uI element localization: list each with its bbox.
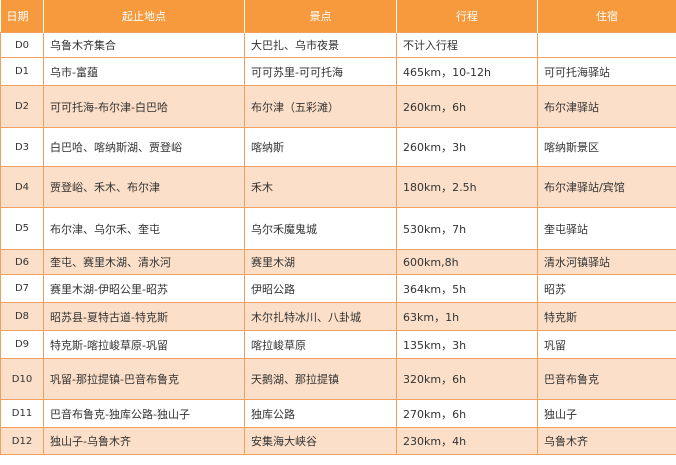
cell-distance: 不计入行程 — [396, 32, 538, 58]
cell-day: D11 — [0, 399, 44, 428]
cell-route: 独山子-乌鲁木齐 — [43, 427, 245, 455]
cell-stay: 巴音布鲁克 — [537, 358, 676, 400]
itinerary-table: 日期 起止地点 景点 行程 住宿 D0 乌鲁木齐集合 大巴扎、乌市夜景 不计入行… — [0, 0, 676, 455]
cell-stay: 奎屯驿站 — [537, 207, 676, 250]
cell-route: 赛里木湖-伊昭公里-昭苏 — [43, 274, 245, 303]
table-row: D4 贾登峪、禾木、布尔津 禾木 180km，2.5h 布尔津驿站/宾馆 — [0, 166, 676, 208]
table-row: D11 巴音布鲁克-独库公路-独山子 独库公路 270km，6h 独山子 — [0, 399, 676, 428]
cell-distance: 260km，6h — [396, 85, 538, 128]
cell-route: 可可托海-布尔津-白巴哈 — [43, 85, 245, 128]
table-row: D8 昭苏县-夏特古道-特克斯 木尔扎特冰川、八卦城 63km，1h 特克斯 — [0, 302, 676, 331]
cell-day: D2 — [0, 85, 44, 128]
cell-stay: 独山子 — [537, 399, 676, 428]
cell-route: 乌鲁木齐集合 — [43, 32, 245, 58]
cell-day: D1 — [0, 57, 44, 86]
cell-day: D8 — [0, 302, 44, 331]
table-row: D5 布尔津、乌尔禾、奎屯 乌尔禾魔鬼城 530km，7h 奎屯驿站 — [0, 207, 676, 250]
header-row: 日期 起止地点 景点 行程 住宿 — [0, 0, 676, 33]
cell-day: D3 — [0, 127, 44, 167]
cell-distance: 530km，7h — [396, 207, 538, 250]
header-day: 日期 — [0, 0, 44, 33]
cell-sight: 独库公路 — [244, 399, 397, 428]
table-row: D0 乌鲁木齐集合 大巴扎、乌市夜景 不计入行程 — [0, 32, 676, 58]
cell-stay — [537, 32, 676, 58]
cell-sight: 赛里木湖 — [244, 249, 397, 275]
cell-sight: 伊昭公路 — [244, 274, 397, 303]
cell-stay: 巩留 — [537, 330, 676, 359]
cell-route: 白巴哈、喀纳斯湖、贾登峪 — [43, 127, 245, 167]
cell-stay: 清水河镇驿站 — [537, 249, 676, 275]
cell-stay: 可可托海驿站 — [537, 57, 676, 86]
cell-sight: 布尔津（五彩滩） — [244, 85, 397, 128]
cell-distance: 320km，6h — [396, 358, 538, 400]
cell-day: D6 — [0, 249, 44, 275]
cell-stay: 布尔津驿站 — [537, 85, 676, 128]
cell-distance: 600km,8h — [396, 249, 538, 275]
cell-route: 贾登峪、禾木、布尔津 — [43, 166, 245, 208]
cell-distance: 465km，10-12h — [396, 57, 538, 86]
cell-distance: 260km，3h — [396, 127, 538, 167]
cell-sight: 喀纳斯 — [244, 127, 397, 167]
cell-route: 巴音布鲁克-独库公路-独山子 — [43, 399, 245, 428]
cell-day: D9 — [0, 330, 44, 359]
cell-distance: 180km，2.5h — [396, 166, 538, 208]
cell-route: 巩留-那拉提镇-巴音布鲁克 — [43, 358, 245, 400]
table-row: D1 乌市-富蕴 可可苏里-可可托海 465km，10-12h 可可托海驿站 — [0, 57, 676, 86]
table-row: D12 独山子-乌鲁木齐 安集海大峡谷 230km，4h 乌鲁木齐 — [0, 427, 676, 455]
cell-route: 昭苏县-夏特古道-特克斯 — [43, 302, 245, 331]
cell-distance: 63km，1h — [396, 302, 538, 331]
cell-day: D12 — [0, 427, 44, 455]
table-row: D6 奎屯、赛里木湖、清水河 赛里木湖 600km,8h 清水河镇驿站 — [0, 249, 676, 275]
cell-stay: 特克斯 — [537, 302, 676, 331]
cell-sight: 乌尔禾魔鬼城 — [244, 207, 397, 250]
table-row: D2 可可托海-布尔津-白巴哈 布尔津（五彩滩） 260km，6h 布尔津驿站 — [0, 85, 676, 128]
cell-sight: 木尔扎特冰川、八卦城 — [244, 302, 397, 331]
cell-day: D5 — [0, 207, 44, 250]
cell-sight: 可可苏里-可可托海 — [244, 57, 397, 86]
header-distance: 行程 — [396, 0, 538, 33]
cell-sight: 大巴扎、乌市夜景 — [244, 32, 397, 58]
cell-day: D0 — [0, 32, 44, 58]
cell-route: 布尔津、乌尔禾、奎屯 — [43, 207, 245, 250]
cell-day: D4 — [0, 166, 44, 208]
cell-distance: 230km，4h — [396, 427, 538, 455]
cell-sight: 禾木 — [244, 166, 397, 208]
cell-sight: 安集海大峡谷 — [244, 427, 397, 455]
table-row: D7 赛里木湖-伊昭公里-昭苏 伊昭公路 364km，5h 昭苏 — [0, 274, 676, 303]
cell-distance: 135km，3h — [396, 330, 538, 359]
header-stay: 住宿 — [537, 0, 676, 33]
cell-route: 奎屯、赛里木湖、清水河 — [43, 249, 245, 275]
cell-day: D7 — [0, 274, 44, 303]
table-row: D9 特克斯-喀拉峻草原-巩留 喀拉峻草原 135km，3h 巩留 — [0, 330, 676, 359]
table-row: D3 白巴哈、喀纳斯湖、贾登峪 喀纳斯 260km，3h 喀纳斯景区 — [0, 127, 676, 167]
cell-distance: 270km，6h — [396, 399, 538, 428]
cell-route: 特克斯-喀拉峻草原-巩留 — [43, 330, 245, 359]
header-sight: 景点 — [244, 0, 397, 33]
cell-stay: 喀纳斯景区 — [537, 127, 676, 167]
cell-distance: 364km，5h — [396, 274, 538, 303]
cell-stay: 布尔津驿站/宾馆 — [537, 166, 676, 208]
cell-sight: 天鹅湖、那拉提镇 — [244, 358, 397, 400]
cell-route: 乌市-富蕴 — [43, 57, 245, 86]
cell-stay: 昭苏 — [537, 274, 676, 303]
header-route: 起止地点 — [43, 0, 245, 33]
cell-sight: 喀拉峻草原 — [244, 330, 397, 359]
cell-stay: 乌鲁木齐 — [537, 427, 676, 455]
table-row: D10 巩留-那拉提镇-巴音布鲁克 天鹅湖、那拉提镇 320km，6h 巴音布鲁… — [0, 358, 676, 400]
cell-day: D10 — [0, 358, 44, 400]
